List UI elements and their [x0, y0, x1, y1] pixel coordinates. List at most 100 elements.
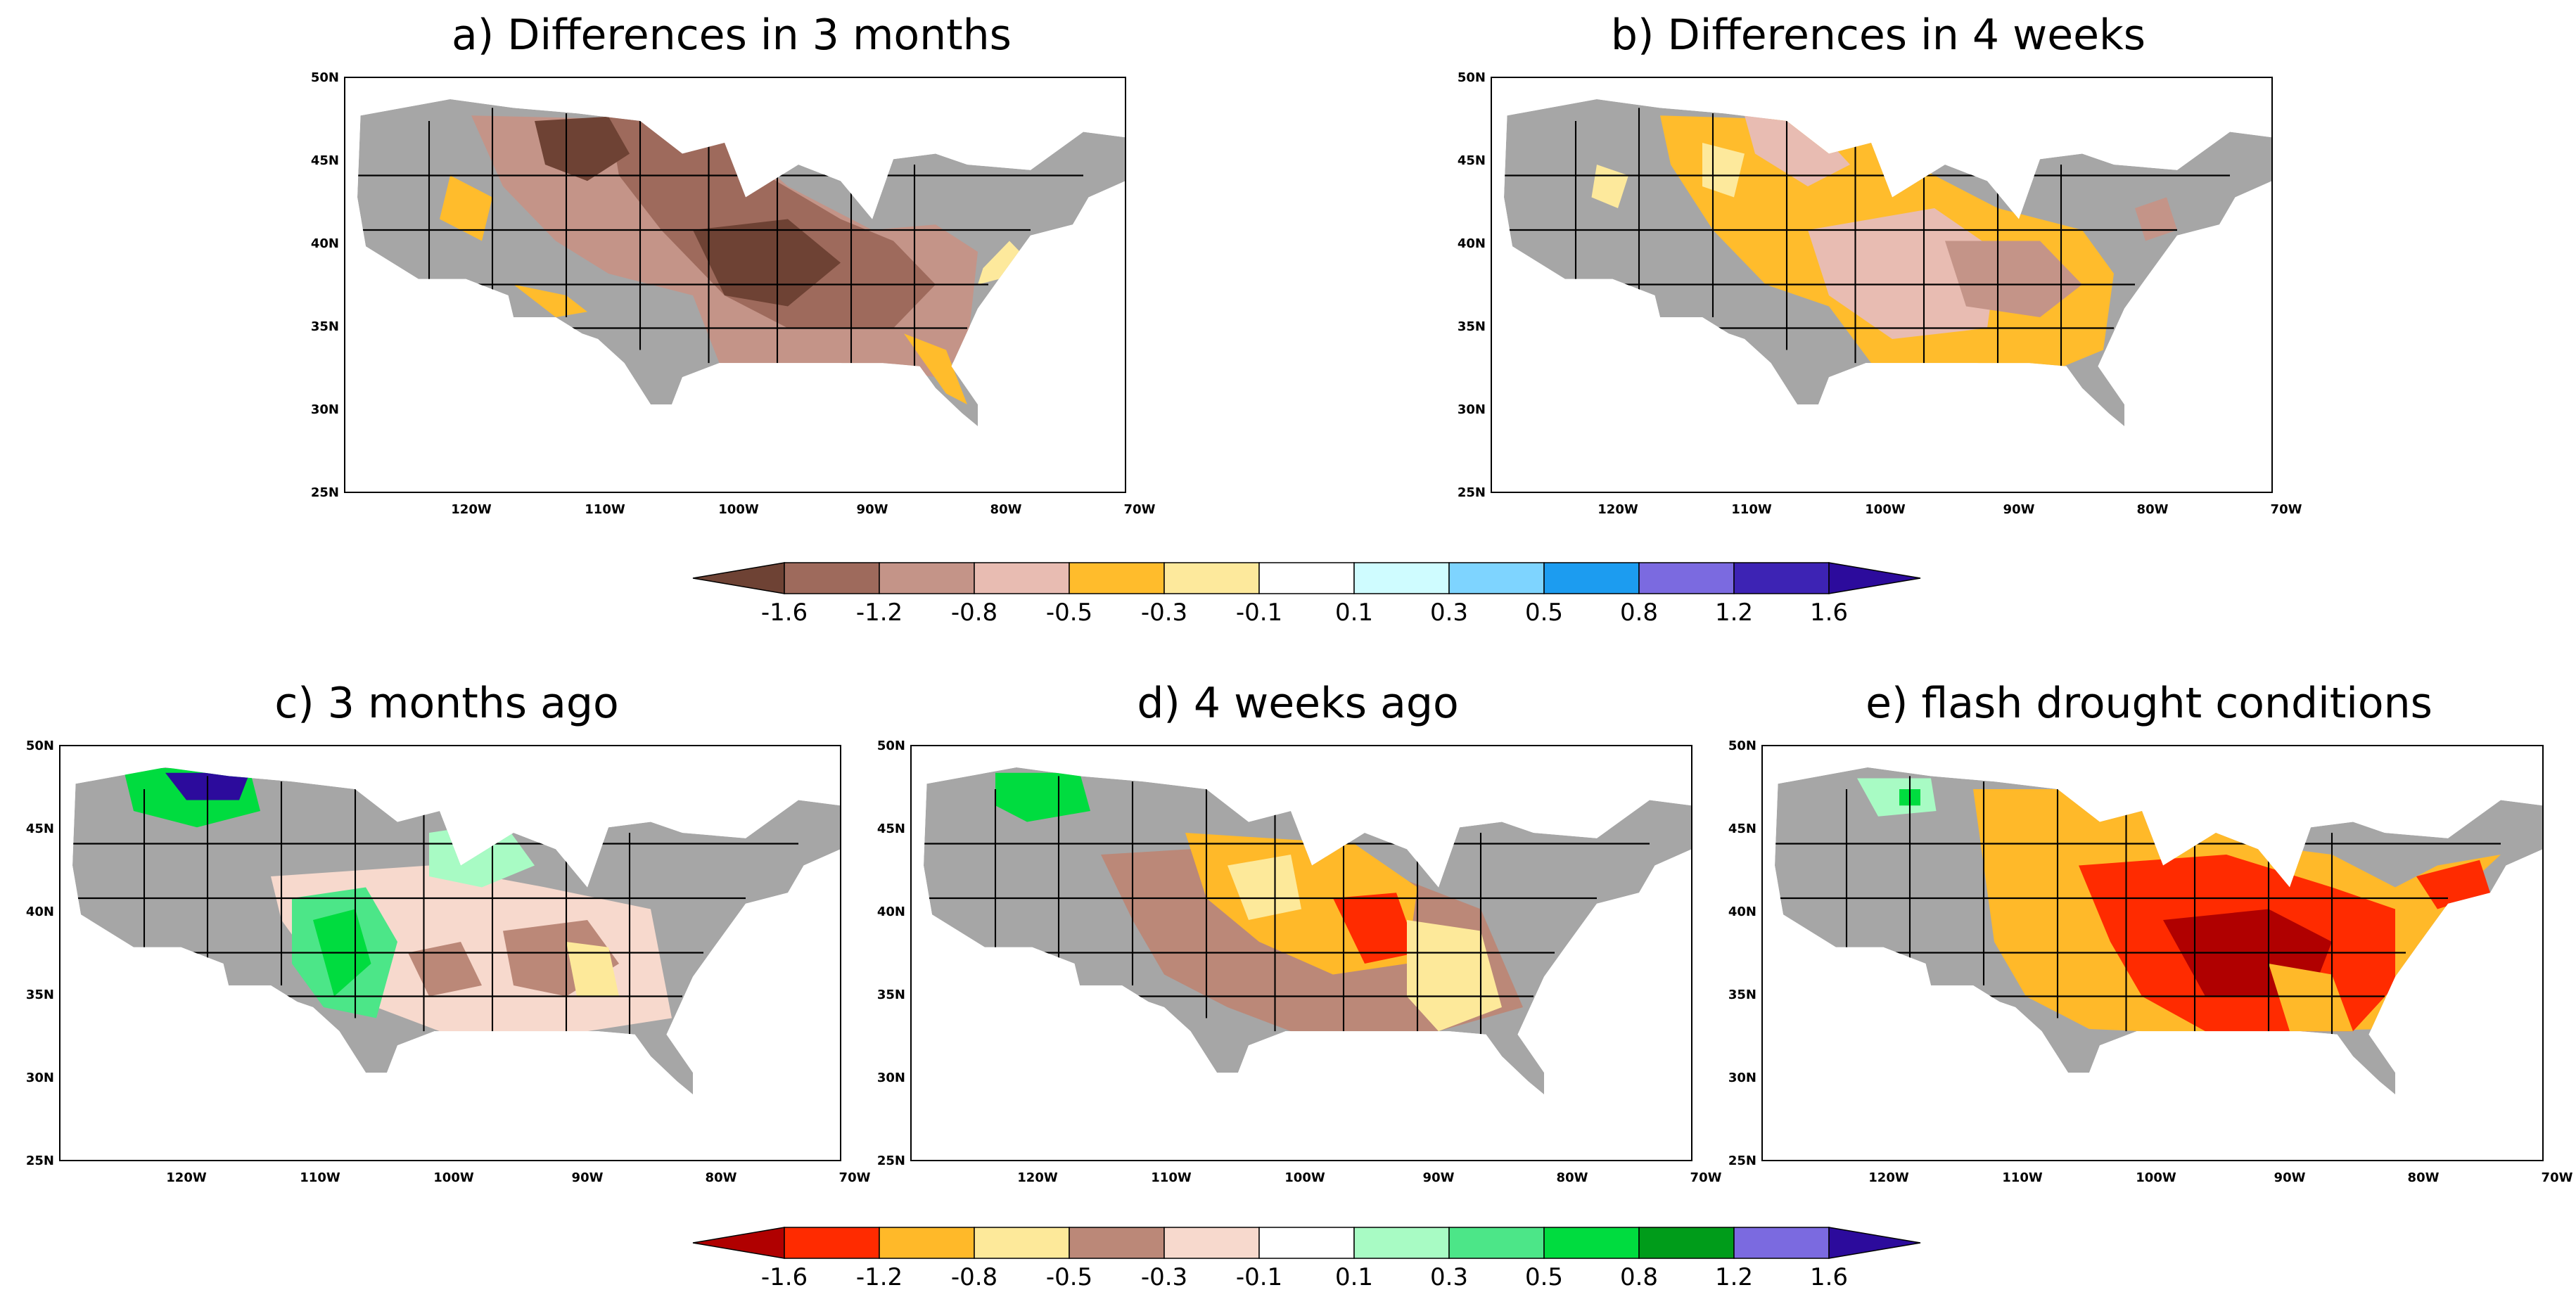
lat-tick: 40N	[26, 905, 54, 919]
lat-tick: 35N	[26, 988, 54, 1002]
lon-tick: 110W	[2002, 1170, 2043, 1185]
lat-tick: 45N	[1458, 153, 1486, 168]
lon-tick: 90W	[2003, 502, 2035, 517]
lon-axis: 120W 110W 100W 90W 80W 70W	[1868, 1170, 2572, 1185]
colorbar-segment	[1638, 1227, 1735, 1259]
lat-tick: 25N	[26, 1154, 54, 1168]
colorbar-tick-label: -1.2	[856, 1263, 903, 1291]
lat-tick: 30N	[1728, 1071, 1756, 1085]
lon-tick: 120W	[166, 1170, 207, 1185]
lat-tick: 40N	[311, 236, 339, 251]
map-frame	[1761, 745, 2544, 1161]
lon-tick: 80W	[706, 1170, 737, 1185]
map-frame	[910, 745, 1692, 1161]
colorbar-segment	[1069, 562, 1165, 594]
colorbar-segment	[784, 1227, 880, 1259]
colorbar-segment	[1448, 1227, 1545, 1259]
lat-tick: 40N	[1728, 905, 1756, 919]
lon-tick: 100W	[1865, 502, 1906, 517]
panel-c: c) 3 months ago	[26, 679, 871, 1185]
lon-axis: 120W 110W 100W 90W 80W 70W	[451, 502, 1155, 517]
lon-tick: 80W	[1557, 1170, 1588, 1185]
lat-tick: 45N	[877, 822, 905, 836]
colorbar-tick-label: 0.1	[1335, 1263, 1373, 1291]
lon-tick: 100W	[2136, 1170, 2176, 1185]
panel-title: b) Differences in 4 weeks	[1611, 11, 2145, 60]
lon-tick: 70W	[1124, 502, 1156, 517]
colorbar-segment	[879, 562, 975, 594]
lon-axis: 120W 110W 100W 90W 80W 70W	[1017, 1170, 1721, 1185]
lon-tick: 120W	[451, 502, 492, 517]
colorbar-ticks: -1.6 -1.2 -0.8 -0.5 -0.3 -0.1 0.1 0.3 0.…	[761, 1263, 1848, 1291]
colorbar-tick-label: 1.2	[1715, 599, 1753, 627]
panel-title: e) flash drought conditions	[1866, 679, 2432, 728]
colorbar-tick-label: -1.6	[761, 599, 808, 627]
anomaly-field	[123, 767, 672, 1032]
colorbar-tick-label: -0.5	[1046, 599, 1092, 627]
lon-tick: 90W	[857, 502, 888, 517]
colorbar-segment	[974, 562, 1070, 594]
lat-tick: 45N	[311, 153, 339, 168]
lon-tick: 70W	[2542, 1170, 2573, 1185]
lat-tick: 25N	[1728, 1154, 1756, 1168]
lon-tick: 90W	[1423, 1170, 1455, 1185]
colorbar-tick-label: 1.6	[1810, 1263, 1848, 1291]
colorbar-tick-label: -0.1	[1236, 1263, 1282, 1291]
colorbar-segment	[1163, 1227, 1260, 1259]
map-border	[344, 77, 1126, 493]
lat-tick: 30N	[1458, 402, 1486, 417]
map-frame	[1491, 77, 2273, 493]
colorbar-segment	[1353, 562, 1450, 594]
map-border	[1761, 745, 2544, 1161]
panel-b: b) Differences in 4 weeks	[1458, 11, 2302, 517]
lon-tick: 100W	[718, 502, 759, 517]
panel-e: e) flash drought conditions	[1728, 679, 2573, 1185]
lat-tick: 45N	[1728, 822, 1756, 836]
colorbar-min-arrow	[692, 1227, 785, 1259]
panel-title: d) 4 weeks ago	[1137, 679, 1458, 728]
lat-tick: 50N	[26, 739, 54, 753]
lon-tick: 110W	[1731, 502, 1772, 517]
panel-title: a) Differences in 3 months	[452, 11, 1012, 60]
colorbar-tick-label: -0.3	[1141, 1263, 1187, 1291]
lat-tick: 30N	[26, 1071, 54, 1085]
colorbar-tick-label: 0.8	[1620, 1263, 1658, 1291]
lon-tick: 110W	[1151, 1170, 1192, 1185]
colorbar-segment	[1069, 1227, 1165, 1259]
colorbar-tick-label: 0.8	[1620, 599, 1658, 627]
colorbar-segment	[1353, 1227, 1450, 1259]
colorbar-segment	[1258, 562, 1355, 594]
colorbar-segment	[784, 562, 880, 594]
map-border	[910, 745, 1692, 1161]
lat-tick: 45N	[26, 822, 54, 836]
panel-d: d) 4 weeks ago	[877, 679, 1722, 1185]
map-frame	[59, 745, 841, 1161]
lon-axis: 120W 110W 100W 90W 80W 70W	[1598, 502, 2302, 517]
panel-title: c) 3 months ago	[274, 679, 618, 728]
lat-tick: 30N	[877, 1071, 905, 1085]
lon-tick: 70W	[2271, 502, 2302, 517]
colorbar-segment	[974, 1227, 1070, 1259]
lon-tick: 110W	[585, 502, 625, 517]
panel-a: a) Differences in 3 months	[311, 11, 1156, 517]
colorbar-tick-label: 0.3	[1430, 1263, 1468, 1291]
colorbar-segment	[1163, 562, 1260, 594]
colorbar-segment	[1258, 1227, 1355, 1259]
lon-axis: 120W 110W 100W 90W 80W 70W	[166, 1170, 870, 1185]
lat-axis: 50N 45N 40N 35N 30N 25N	[311, 70, 339, 500]
colorbar-tick-label: -1.2	[856, 599, 903, 627]
lat-tick: 40N	[1458, 236, 1486, 251]
colorbar-tick-label: -0.3	[1141, 599, 1187, 627]
colorbar-tick-label: -0.5	[1046, 1263, 1092, 1291]
colorbar-min-arrow	[692, 562, 785, 594]
colorbar-max-arrow	[1828, 1227, 1921, 1259]
lat-tick: 35N	[1458, 319, 1486, 334]
lon-tick: 80W	[990, 502, 1022, 517]
colorbar-ticks: -1.6 -1.2 -0.8 -0.5 -0.3 -0.1 0.1 0.3 0.…	[761, 599, 1848, 627]
colorbar-segment	[1638, 562, 1735, 594]
lat-tick: 25N	[311, 485, 339, 500]
colorbar-segment	[1543, 1227, 1640, 1259]
colorbar-tick-label: -0.8	[951, 599, 997, 627]
state-borders	[1504, 108, 2230, 372]
